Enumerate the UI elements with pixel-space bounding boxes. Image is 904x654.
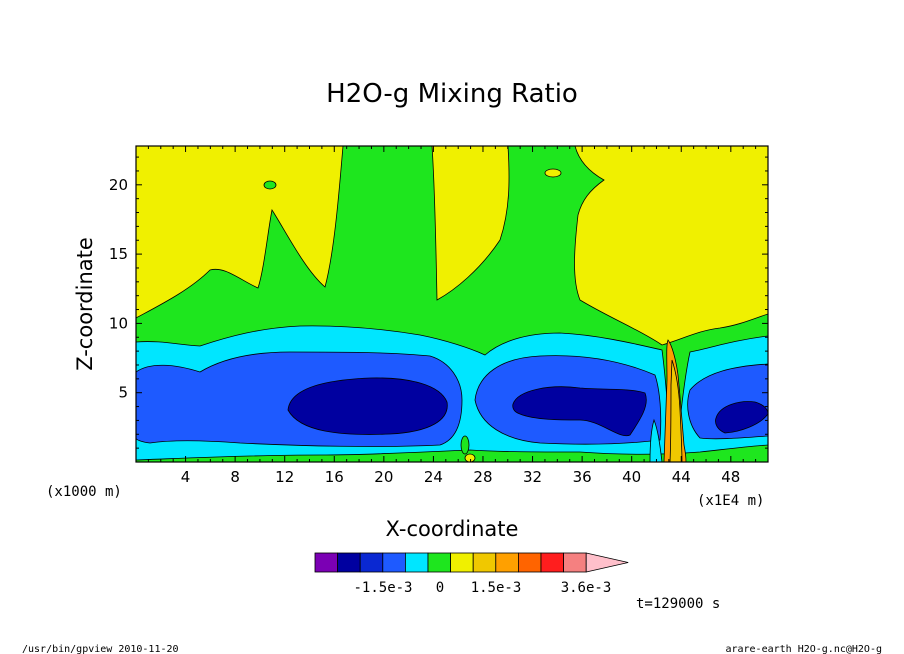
contour-plot-area	[136, 146, 768, 462]
colorbar-extend-arrow	[585, 552, 629, 573]
colorbar-label: 0	[436, 580, 444, 596]
contour-blob-bottom-2	[460, 435, 470, 455]
colorbar-swatch	[518, 552, 542, 573]
footer-right: arare-earth_H2O-g.nc@H2O-g	[725, 644, 882, 654]
y-tick-label: 15	[109, 245, 128, 263]
x-tick-label: 12	[275, 468, 294, 486]
x-tick-label: 20	[374, 468, 393, 486]
x-scale-note: (x1E4 m)	[697, 493, 764, 509]
x-tick-label: 48	[721, 468, 740, 486]
y-tick-label: 10	[109, 314, 128, 332]
colorbar-swatch	[382, 552, 406, 573]
chart-title: H2O-g Mixing Ratio	[326, 79, 578, 109]
colorbar-swatch	[472, 552, 497, 573]
x-tick-label: 28	[473, 468, 492, 486]
colorbar-swatch	[563, 552, 587, 573]
colorbar-label: 3.6e-3	[561, 580, 612, 596]
contour-blob-green-1	[263, 180, 277, 190]
plot-frame	[135, 145, 769, 463]
contour-column-gold	[669, 359, 683, 462]
x-tick-label: 36	[573, 468, 592, 486]
x-tick-label: 24	[424, 468, 443, 486]
y-tick-label: 5	[118, 384, 128, 402]
y-tick-label: 20	[109, 176, 128, 194]
x-tick-label: 16	[325, 468, 344, 486]
colorbar-swatch	[495, 552, 519, 573]
colorbar	[314, 552, 629, 573]
footer-left: /usr/bin/gpview 2010-11-20	[22, 644, 179, 654]
y-axis-ticks: 5 10 15 20	[109, 156, 768, 449]
colorbar-swatch	[427, 552, 452, 573]
time-label: t=129000 s	[636, 596, 720, 612]
colorbar-label: 1.5e-3	[471, 580, 522, 596]
colorbar-swatch	[450, 552, 474, 573]
contour-blob-bottom-1	[464, 453, 476, 462]
colorbar-swatch	[359, 552, 384, 573]
x-tick-label: 32	[523, 468, 542, 486]
contour-core-darkblue-3	[715, 401, 768, 434]
x-tick-label: 8	[230, 468, 240, 486]
colorbar-label: -1.5e-3	[353, 580, 412, 596]
x-axis-label: X-coordinate	[386, 517, 519, 541]
x-axis-ticks: 4 8 12 16 20 24 28 32 36 40 44 48	[147, 146, 757, 486]
colorbar-labels: -1.5e-3 0 1.5e-3 3.6e-3	[353, 580, 611, 596]
x-tick-label: 4	[181, 468, 191, 486]
colorbar-swatch	[337, 552, 361, 573]
x-unit-label: (x1000 m)	[46, 484, 122, 500]
colorbar-swatch	[314, 552, 339, 573]
contour-column-cyan	[649, 418, 663, 462]
x-tick-label: 40	[622, 468, 641, 486]
y-axis-label: Z-coordinate	[73, 237, 97, 371]
contour-blob-yellow-1	[544, 168, 562, 178]
contour-core-darkblue-2	[512, 386, 647, 437]
colorbar-swatch	[404, 552, 429, 573]
colorbar-swatch	[540, 552, 565, 573]
x-tick-label: 44	[672, 468, 691, 486]
contour-core-darkblue-1	[287, 377, 448, 435]
